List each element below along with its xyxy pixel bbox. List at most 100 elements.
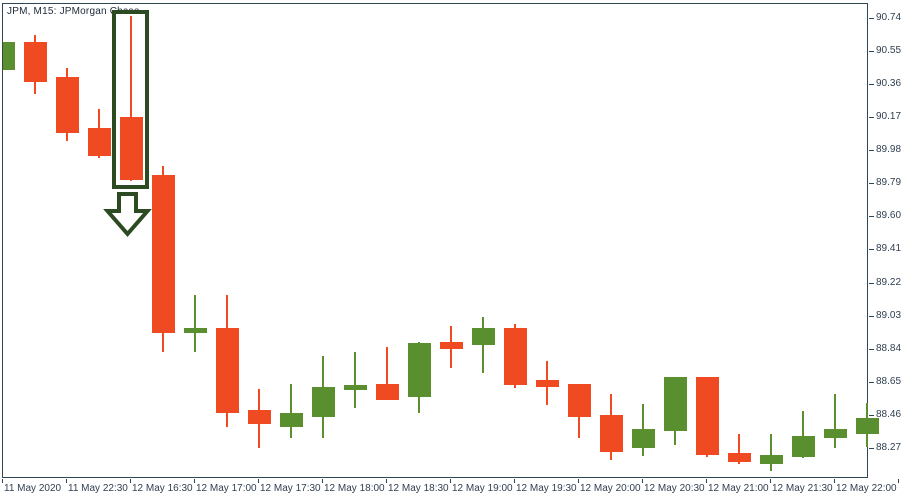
candle-body xyxy=(3,42,15,70)
time-axis-tick xyxy=(130,479,131,483)
price-axis-label: 89.03 xyxy=(876,310,902,321)
time-axis-tick xyxy=(770,479,771,483)
time-axis-label: 12 May 19:30 xyxy=(516,483,577,494)
price-axis-label: 90.55 xyxy=(876,45,902,56)
chart-title: JPM, M15: JPMorgan Chase xyxy=(7,6,140,17)
price-axis-tick xyxy=(869,51,874,52)
plot-area[interactable] xyxy=(3,4,880,478)
candle-body xyxy=(856,418,879,434)
candle-wick xyxy=(130,16,132,181)
chart-frame xyxy=(2,3,868,478)
candle-body xyxy=(728,453,751,462)
candle-wick xyxy=(290,384,292,438)
time-axis-label: 12 May 20:30 xyxy=(644,483,705,494)
price-axis-tick xyxy=(869,283,874,284)
price-axis-label: 88.65 xyxy=(876,376,902,387)
time-axis-tick xyxy=(514,479,515,483)
time-axis-tick xyxy=(386,479,387,483)
price-axis-tick xyxy=(869,415,874,416)
candle-body xyxy=(216,328,239,413)
price-axis-label: 90.74 xyxy=(876,12,902,23)
time-axis-label: 12 May 21:30 xyxy=(772,483,833,494)
price-axis-tick xyxy=(869,349,874,350)
candle-body xyxy=(536,380,559,387)
price-axis-tick xyxy=(869,18,874,19)
time-axis-label: 12 May 17:30 xyxy=(260,483,321,494)
candle-body xyxy=(312,387,335,417)
time-axis-tick xyxy=(642,479,643,483)
time-axis-tick xyxy=(258,479,259,483)
candle-wick xyxy=(482,317,484,373)
time-axis-tick xyxy=(578,479,579,483)
candle-wick xyxy=(194,295,196,352)
price-axis-label: 88.27 xyxy=(876,442,902,453)
down-arrow-icon xyxy=(103,192,152,238)
candle-body xyxy=(376,384,399,400)
candle-wick xyxy=(354,352,356,408)
candle-body xyxy=(824,429,847,438)
time-axis-label: 12 May 19:00 xyxy=(452,483,513,494)
highlight-rectangle xyxy=(112,10,149,189)
candle-body xyxy=(696,377,719,455)
candle-body xyxy=(184,328,207,333)
price-axis-tick xyxy=(869,150,874,151)
candle-body xyxy=(152,175,175,333)
price-axis-label: 89.79 xyxy=(876,177,902,188)
time-axis-label: 11 May 2020 xyxy=(4,483,62,494)
candle-body xyxy=(440,342,463,349)
time-axis-tick xyxy=(322,479,323,483)
time-axis-label: 12 May 18:00 xyxy=(324,483,385,494)
candle-wick xyxy=(834,394,836,448)
time-axis-label: 12 May 16:30 xyxy=(132,483,193,494)
price-axis-label: 89.22 xyxy=(876,277,902,288)
time-axis-label: 11 May 22:30 xyxy=(68,483,128,494)
time-axis-tick xyxy=(450,479,451,483)
time-axis-tick xyxy=(2,479,3,483)
candle-body xyxy=(408,343,431,397)
price-axis-label: 89.41 xyxy=(876,243,902,254)
price-axis-label: 88.84 xyxy=(876,343,902,354)
time-axis-label: 12 May 17:00 xyxy=(196,483,257,494)
price-axis-label: 90.17 xyxy=(876,111,902,122)
time-axis-tick xyxy=(706,479,707,483)
time-axis-tick xyxy=(898,479,899,483)
candle-body xyxy=(472,328,495,345)
price-axis-tick xyxy=(869,183,874,184)
price-axis-tick xyxy=(869,249,874,250)
price-axis-label: 89.98 xyxy=(876,144,902,155)
candle-body xyxy=(88,128,111,156)
time-axis-tick xyxy=(66,479,67,483)
time-axis-label: 12 May 22:00 xyxy=(836,483,897,494)
candle-body xyxy=(760,455,783,464)
candle-wick xyxy=(738,434,740,464)
time-axis-label: 12 May 21:00 xyxy=(708,483,769,494)
price-axis-tick xyxy=(869,316,874,317)
price-axis-tick xyxy=(869,448,874,449)
price-axis-label: 89.60 xyxy=(876,210,902,221)
candle-body xyxy=(248,410,271,424)
candle-body xyxy=(56,77,79,133)
price-axis-tick xyxy=(869,84,874,85)
time-axis-label: 12 May 20:00 xyxy=(580,483,641,494)
price-axis-tick xyxy=(869,117,874,118)
candle-body xyxy=(632,429,655,448)
candle-body xyxy=(120,117,143,180)
candle-body xyxy=(280,413,303,427)
time-axis-label: 12 May 18:30 xyxy=(388,483,449,494)
candle-body xyxy=(600,415,623,452)
time-axis-tick xyxy=(194,479,195,483)
candle-body xyxy=(344,385,367,390)
candle-body xyxy=(664,377,687,431)
candle-wick xyxy=(386,347,388,399)
price-axis-label: 88.46 xyxy=(876,409,902,420)
price-axis-label: 90.36 xyxy=(876,78,902,89)
price-axis-tick xyxy=(869,382,874,383)
time-axis-tick xyxy=(834,479,835,483)
candle-wick xyxy=(770,434,772,471)
candle-wick xyxy=(802,411,804,458)
candle-body xyxy=(568,384,591,417)
candle-body xyxy=(792,436,815,457)
candle-body xyxy=(504,328,527,385)
price-axis-tick xyxy=(869,216,874,217)
